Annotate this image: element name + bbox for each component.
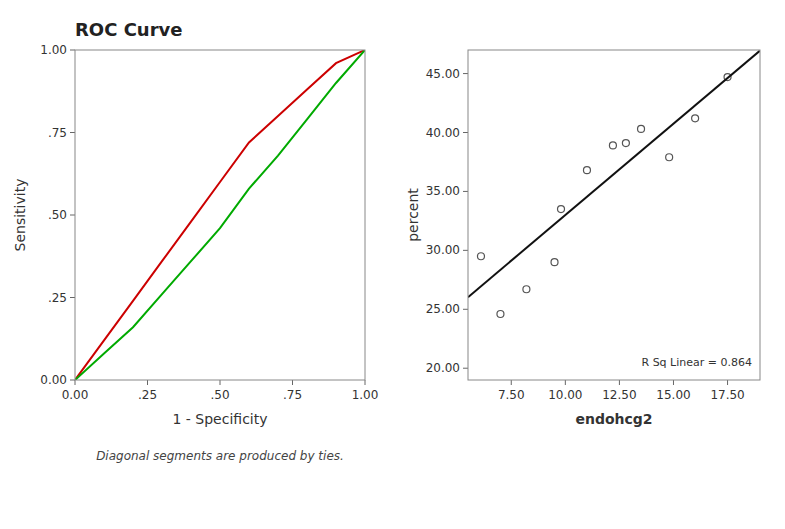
x-tick: [75, 380, 76, 385]
marks: [468, 51, 760, 318]
annotation: R Sq Linear = 0.864: [642, 356, 753, 369]
x-axis-label: 1 - Specificity: [172, 411, 267, 427]
x-tick: [511, 380, 512, 385]
scatter-point: [622, 140, 629, 147]
y-tick-label: 45.00: [426, 67, 460, 81]
y-tick: [463, 191, 468, 192]
x-tick-label: 17.50: [710, 388, 744, 402]
roc-curve: [75, 50, 365, 380]
x-tick-label: 0.00: [62, 388, 89, 402]
y-tick: [70, 215, 75, 216]
y-axis-label: Sensitivity: [12, 179, 28, 252]
y-tick: [463, 368, 468, 369]
x-tick: [365, 380, 366, 385]
scatter-point: [666, 154, 673, 161]
y-tick-label: .75: [48, 126, 67, 140]
x-tick: [565, 380, 566, 385]
chart-title: ROC Curve: [75, 19, 182, 40]
y-tick-label: 40.00: [426, 126, 460, 140]
x-tick: [220, 380, 221, 385]
y-tick-label: 0.00: [40, 373, 67, 387]
scatter-point: [497, 311, 504, 318]
x-tick: [147, 380, 148, 385]
y-tick: [70, 132, 75, 133]
y-tick: [463, 309, 468, 310]
x-tick: [292, 380, 293, 385]
y-tick: [463, 73, 468, 74]
plot-area: [75, 50, 365, 380]
scatter-point: [558, 206, 565, 213]
x-tick: [673, 380, 674, 385]
x-tick-label: .25: [138, 388, 157, 402]
y-axis-label: percent: [405, 188, 421, 242]
scatter-point: [477, 253, 484, 260]
roc-curve: [75, 50, 365, 380]
y-tick: [70, 297, 75, 298]
x-tick: [727, 380, 728, 385]
plot-frame: [75, 50, 365, 380]
x-tick-label: 1.00: [352, 388, 379, 402]
x-tick-label: 7.50: [498, 388, 525, 402]
y-tick-label: .25: [48, 291, 67, 305]
y-tick-label: 35.00: [426, 184, 460, 198]
x-tick-label: 12.50: [602, 388, 636, 402]
y-tick: [70, 380, 75, 381]
scatter-point: [551, 259, 558, 266]
y-tick: [463, 132, 468, 133]
scatter-point: [638, 125, 645, 132]
scatter-point: [523, 286, 530, 293]
scatter-point: [609, 142, 616, 149]
x-axis-label: endohcg2: [575, 411, 652, 427]
regression-line: [468, 51, 760, 298]
y-tick-label: 25.00: [426, 302, 460, 316]
scatter-point: [583, 167, 590, 174]
plot-area: [468, 50, 760, 380]
y-tick-label: 30.00: [426, 243, 460, 257]
plot-frame: [468, 50, 760, 380]
x-tick-label: 15.00: [656, 388, 690, 402]
y-tick-label: 20.00: [426, 361, 460, 375]
page: {"chart_data": [ {"type": "line", "title…: [0, 0, 785, 529]
x-tick: [619, 380, 620, 385]
panel-0: 0.00 .25 .50 .75 1.00 0.00 .25 .50 .75 1.00 ROC Cu…: [12, 19, 378, 463]
chart-canvas: 0.00 .25 .50 .75 1.00 0.00 .25 .50 .75 1.00 ROC Cu…: [0, 0, 785, 529]
y-tick-label: .50: [48, 208, 67, 222]
footnote: Diagonal segments are produced by ties.: [96, 449, 344, 463]
y-tick-label: 1.00: [40, 43, 67, 57]
marks: [75, 50, 365, 380]
x-tick-label: 10.00: [548, 388, 582, 402]
x-tick-label: .50: [210, 388, 229, 402]
scatter-point: [692, 115, 699, 122]
y-tick: [463, 250, 468, 251]
x-tick-label: .75: [283, 388, 302, 402]
y-tick: [70, 50, 75, 51]
panel-1: 7.50 10.00 12.50 15.00 17.50 20.00 25.00 30.00 3…: [405, 50, 760, 427]
